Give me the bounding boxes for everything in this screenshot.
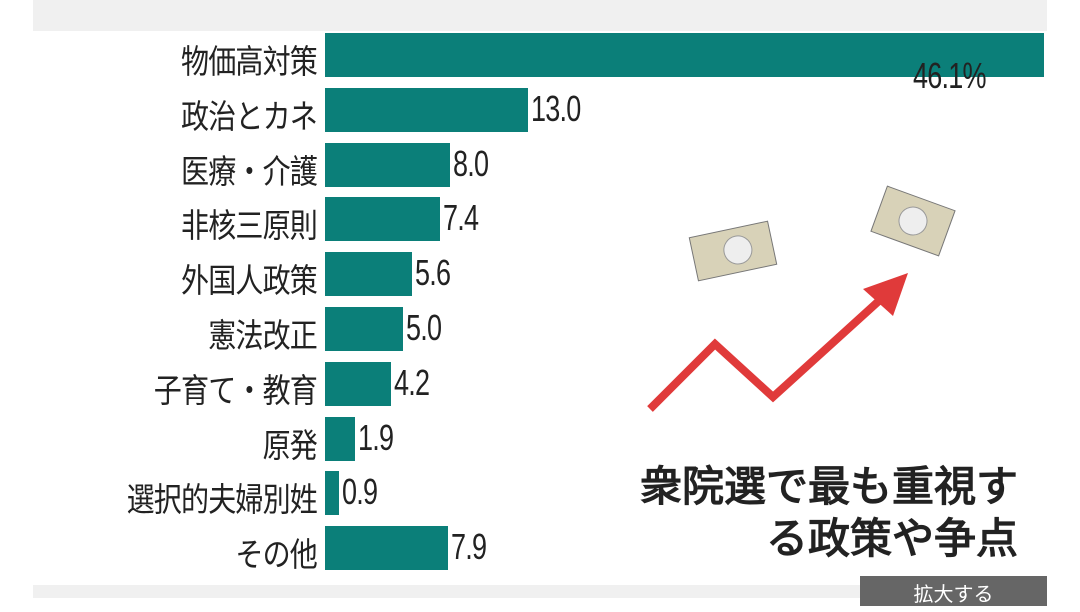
bar — [325, 471, 340, 516]
bar — [325, 252, 413, 297]
category-label: 外国人政策 — [181, 261, 318, 301]
category-label: 政治とカネ — [181, 96, 318, 136]
rising-arrow-money-illustration — [647, 185, 956, 412]
bar — [325, 33, 1045, 77]
value-label: 8.0 — [452, 142, 489, 184]
category-label: 医療・介護 — [181, 151, 318, 191]
enlarge-button[interactable]: 拡大する — [860, 576, 1047, 606]
value-label: 5.0 — [406, 307, 442, 348]
bar — [325, 361, 391, 406]
bar — [325, 416, 355, 461]
value-label: 5.6 — [415, 252, 451, 294]
value-label: 7.9 — [451, 526, 487, 568]
value-label: 13.0 — [530, 87, 581, 129]
bottom-band — [33, 585, 1047, 598]
arrow-line — [647, 296, 884, 412]
arrow-head — [863, 273, 908, 316]
value-label: 1.9 — [357, 416, 394, 458]
banknote-icon — [688, 220, 778, 282]
category-label: 非核三原則 — [181, 206, 318, 246]
category-label: 憲法改正 — [208, 316, 318, 355]
banknote-icon — [870, 185, 956, 257]
category-label: 子育て・教育 — [153, 370, 318, 410]
bar — [325, 307, 403, 351]
category-label: その他 — [235, 535, 317, 575]
bar — [325, 526, 449, 571]
value-label: 46.1% — [913, 55, 987, 96]
bar — [325, 87, 528, 132]
top-band — [33, 0, 1047, 31]
bar — [325, 142, 450, 187]
category-label: 原発 — [262, 425, 318, 465]
value-label: 7.4 — [443, 197, 479, 239]
chart: 物価高対策 46.1% 政治とカネ 13.0 医療・介護 8.0 非核三原則 7.4 外国人政策… — [33, 31, 1047, 585]
bar — [325, 197, 441, 242]
chart-title: 衆院選で最も重視する政策や争点 — [639, 462, 1018, 563]
category-label: 選択的夫婦別姓 — [126, 480, 318, 520]
value-label: 0.9 — [342, 471, 378, 513]
value-label: 4.2 — [393, 361, 430, 403]
category-label: 物価高対策 — [181, 42, 318, 81]
